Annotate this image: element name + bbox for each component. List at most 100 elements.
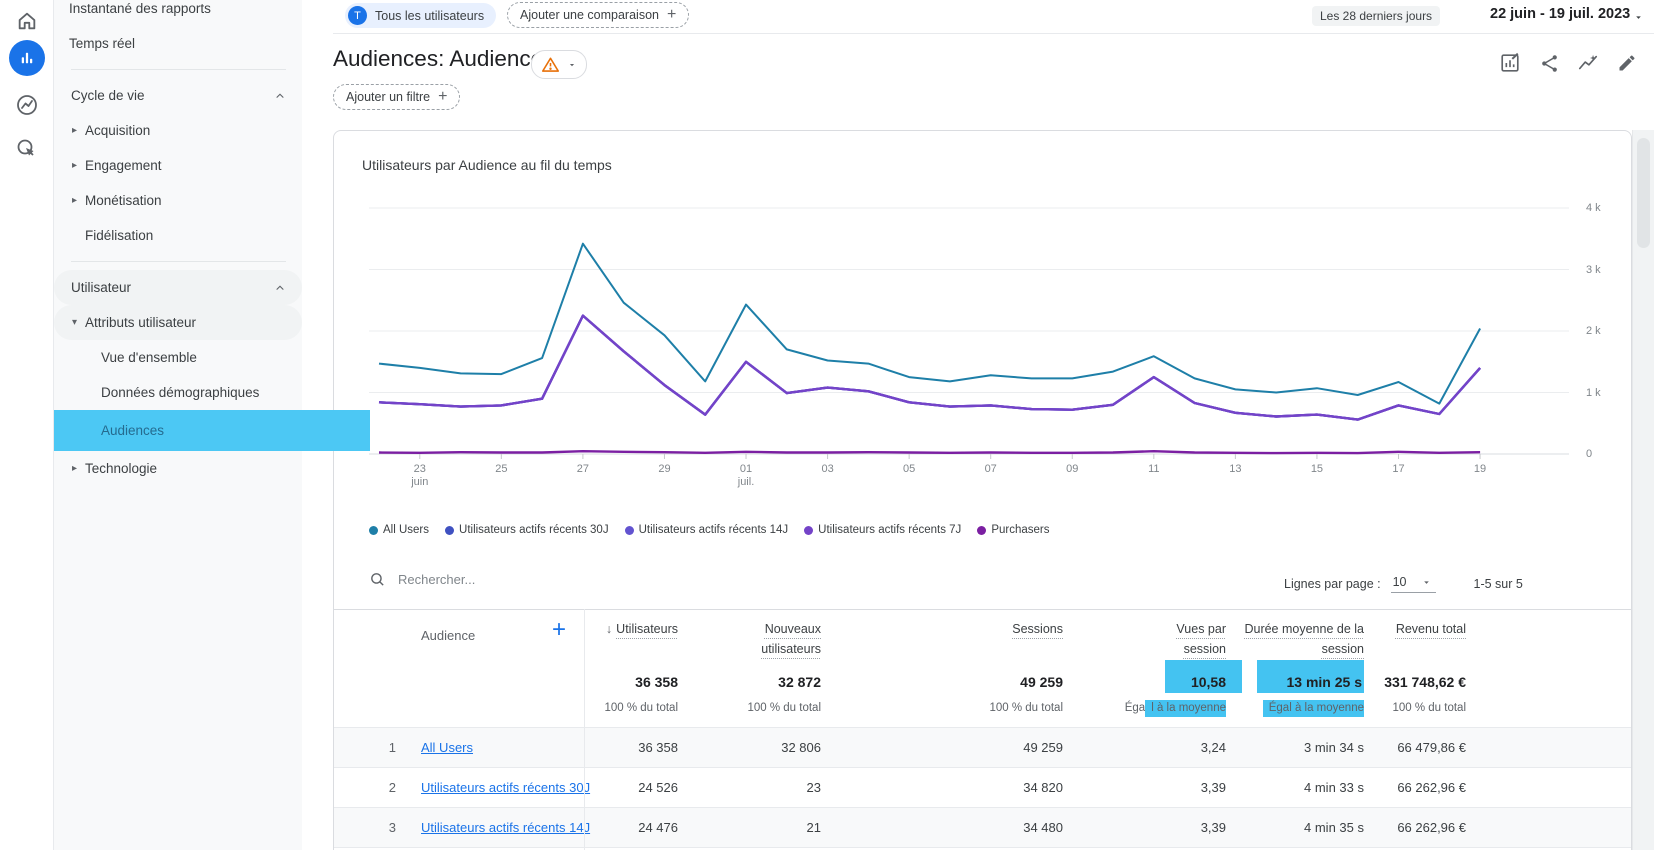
x-axis-label: 25: [495, 463, 508, 475]
legend-label: Utilisateurs actifs récents 7J: [818, 524, 962, 536]
sidebar-item-audiences[interactable]: Audiences: [33, 410, 370, 451]
date-preset-badge: Les 28 derniers jours: [1312, 6, 1441, 26]
x-axis-label: 13: [1229, 463, 1242, 475]
y-axis-label: 0: [1586, 448, 1593, 460]
column-header-revenu-total[interactable]: Revenu total: [1356, 619, 1466, 639]
summary-cell-nouveaux-utilisateurs: 32 872 100 % du total: [661, 610, 821, 729]
customize-chart-icon[interactable]: [1498, 51, 1522, 75]
legend-item-all-users[interactable]: All Users: [369, 524, 429, 536]
legend-label: Utilisateurs actifs récents 30J: [459, 524, 609, 536]
table-search: [369, 571, 700, 588]
scrollbar[interactable]: [1632, 130, 1654, 850]
all-users-segment-chip[interactable]: T Tous les utilisateurs: [345, 3, 497, 28]
table-row: 2 Utilisateurs actifs récents 30J 24 526 23…: [334, 768, 1631, 808]
add-filter-button[interactable]: Ajouter un filtre +: [333, 84, 461, 110]
rows-per-page-select[interactable]: 10: [1390, 575, 1436, 593]
summary-subtext: 100 % du total: [604, 702, 678, 714]
report-actions: [1498, 51, 1639, 75]
legend-dot-icon: [445, 525, 455, 535]
chart-legend: All Users Utilisateurs actifs récents 30J…: [369, 524, 1049, 536]
metric-cell-revenu-total: 66 262,96 €: [1397, 780, 1466, 795]
metric-cell-revenu-total: 66 262,96 €: [1397, 820, 1466, 835]
audience-link[interactable]: All Users: [421, 739, 474, 755]
page-title: Audiences: Audience: [333, 46, 544, 71]
legend-item-utilisateurs-actifs-r-cents-30j[interactable]: Utilisateurs actifs récents 30J: [445, 524, 609, 536]
legend-item-utilisateurs-actifs-r-cents-7j[interactable]: Utilisateurs actifs récents 7J: [804, 524, 961, 536]
sidebar-item-engagement[interactable]: ▸ Engagement: [54, 148, 302, 183]
nav-section-utilisateur[interactable]: Utilisateur: [54, 270, 302, 305]
audience-link[interactable]: Utilisateurs actifs récents 30J: [421, 779, 591, 795]
scrollbar-thumb[interactable]: [1637, 138, 1650, 248]
metric-cell-nouveaux-utilisateurs: 32 806: [781, 740, 821, 755]
app-icon-rail: [0, 0, 54, 850]
x-axis-label: 19: [1473, 463, 1487, 475]
nav-section-cycle-de-vie[interactable]: Cycle de vie: [54, 78, 302, 113]
sidebar-item-fid-lisation[interactable]: Fidélisation: [54, 218, 302, 253]
sidebar-item-label: Engagement: [85, 158, 162, 173]
sidebar-item-instantan-des-rapports[interactable]: Instantané des rapports: [54, 0, 302, 26]
sidebar-item-temps-r-el[interactable]: Temps réel: [54, 26, 302, 61]
column-header-sessions[interactable]: Sessions: [973, 619, 1063, 639]
data-quality-indicator[interactable]: [531, 50, 587, 79]
column-header-vues-par-session[interactable]: Vues par session: [1146, 619, 1226, 659]
advertising-icon[interactable]: [14, 136, 40, 162]
audience-column-header[interactable]: Audience: [421, 628, 476, 643]
x-axis-label: 29: [658, 463, 671, 475]
chevron-up-icon[interactable]: [274, 90, 286, 102]
table-body: 1 All Users 36 358 32 806 49 259 3,24 3 min 34…: [334, 728, 1631, 848]
sidebar-item-attributs-utilisateur[interactable]: ▾ Attributs utilisateur: [54, 305, 302, 340]
y-axis-label: 1 k: [1586, 386, 1601, 399]
row-number: 1: [388, 740, 396, 755]
sidebar-item-technologie[interactable]: ▸ Technologie: [54, 451, 302, 486]
arrow-down-icon: ▾: [71, 317, 78, 328]
summary-subtext: 100 % du total: [747, 702, 821, 714]
selection-highlight: 13 min 25 s: [1256, 660, 1364, 693]
y-axis-label: 4 k: [1586, 202, 1601, 214]
legend-item-purchasers[interactable]: Purchasers: [977, 524, 1049, 536]
summary-cell-sessions: 49 259 100 % du total: [903, 610, 1063, 729]
sidebar-item-acquisition[interactable]: ▸ Acquisition: [54, 113, 302, 148]
date-caret-icon[interactable]: [1633, 10, 1644, 28]
share-icon[interactable]: [1537, 51, 1561, 75]
metric-cell-sessions: 49 259: [1023, 740, 1063, 755]
legend-dot-icon: [804, 525, 814, 535]
series-line-purchasers: [378, 449, 1481, 455]
audience-link[interactable]: Utilisateurs actifs récents 14J: [421, 819, 591, 835]
summary-value: 10,58: [1164, 660, 1242, 693]
search-input[interactable]: [396, 571, 700, 588]
explore-icon[interactable]: [14, 92, 40, 118]
segment-avatar: T: [348, 6, 367, 25]
add-comparison-label: Ajouter une comparaison: [520, 8, 659, 22]
row-number: 3: [388, 820, 396, 835]
column-header-utilisateurs[interactable]: ↓ Utilisateurs: [568, 619, 678, 639]
column-header-label: Nouveaux utilisateurs: [761, 622, 821, 656]
edit-icon[interactable]: [1615, 51, 1639, 75]
arrow-right-icon: ▸: [71, 160, 78, 171]
legend-label: Purchasers: [991, 524, 1050, 536]
reports-icon[interactable]: [8, 40, 45, 76]
column-header-nouveaux-utilisateurs[interactable]: Nouveaux utilisateurs: [711, 619, 821, 659]
legend-item-utilisateurs-actifs-r-cents-14j[interactable]: Utilisateurs actifs récents 14J: [624, 524, 788, 536]
column-header-dur-e-moyenne-de-la-session[interactable]: Durée moyenne de la session: [1214, 619, 1364, 659]
arrow-right-icon: ▸: [71, 463, 78, 474]
sidebar-item-vue-d-ensemble[interactable]: Vue d'ensemble: [54, 340, 302, 375]
x-axis-sublabel: juin: [411, 476, 429, 488]
report-card: Utilisateurs par Audience au fil du temp…: [333, 130, 1632, 850]
sidebar-item-donn-es-d-mographiques[interactable]: Données démographiques: [54, 375, 302, 410]
x-axis-label: 17: [1392, 463, 1405, 475]
metric-cell-nouveaux-utilisateurs: 23: [806, 780, 821, 795]
home-icon[interactable]: [14, 8, 40, 34]
insights-icon[interactable]: [1576, 51, 1600, 75]
sidebar-item-mon-tisation[interactable]: ▸ Monétisation: [54, 183, 302, 218]
segment-label: Tous les utilisateurs: [375, 8, 485, 23]
date-range-selector[interactable]: 22 juin - 19 juil. 2023: [1490, 6, 1631, 22]
audience-name-cell: Utilisateurs actifs récents 14J: [421, 808, 596, 847]
chevron-up-icon[interactable]: [274, 282, 286, 294]
nav-section-label: Cycle de vie: [71, 88, 145, 103]
sidebar-item-label: Monétisation: [85, 193, 162, 208]
add-audience-button[interactable]: +: [552, 616, 567, 643]
sidebar-item-label: Vue d'ensemble: [101, 350, 197, 365]
add-comparison-button[interactable]: Ajouter une comparaison +: [507, 2, 690, 28]
column-header-label: Utilisateurs: [616, 622, 678, 636]
